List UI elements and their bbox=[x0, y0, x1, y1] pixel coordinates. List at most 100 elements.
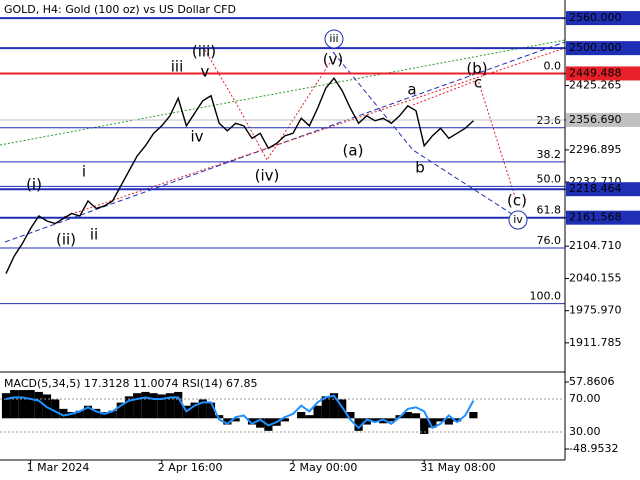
macd-bar bbox=[157, 394, 166, 419]
macd-bar bbox=[133, 393, 142, 419]
macd-bar bbox=[321, 396, 330, 419]
macd-bar bbox=[305, 415, 314, 419]
y-tick-label: 1975.970 bbox=[569, 304, 622, 317]
wave-label: (ii) bbox=[56, 231, 76, 249]
price-line bbox=[5, 77, 474, 274]
macd-bar bbox=[26, 390, 35, 419]
wave-label: ii bbox=[90, 226, 98, 244]
macd-bar bbox=[452, 418, 462, 422]
macd-bar bbox=[206, 402, 216, 419]
y-tick-label: 2500.000 bbox=[569, 41, 622, 54]
macd-bar bbox=[34, 391, 43, 419]
macd-bar bbox=[420, 418, 429, 434]
y-tick-label: 2356.690 bbox=[569, 113, 622, 126]
macd-bar bbox=[1, 393, 11, 419]
macd-bar bbox=[149, 393, 158, 419]
wave-label: c bbox=[474, 74, 482, 92]
wave-label: (iii) bbox=[192, 43, 216, 61]
wave-label: b bbox=[415, 159, 425, 177]
wave-label: iv bbox=[513, 213, 523, 226]
wave-label: iv bbox=[190, 128, 203, 146]
chart-title: GOLD, H4: Gold (100 oz) vs US Dollar CFD bbox=[4, 3, 236, 16]
wave-label: i bbox=[82, 163, 86, 181]
price-box bbox=[566, 66, 640, 81]
macd-bar bbox=[247, 418, 257, 425]
macd-bar bbox=[18, 390, 27, 419]
y-tick-label: 2449.488 bbox=[569, 66, 622, 79]
macd-bar bbox=[411, 413, 421, 419]
macd-bar bbox=[436, 418, 445, 422]
price-box bbox=[566, 112, 640, 127]
macd-name: MACD(5,34,5) bbox=[4, 377, 81, 390]
y-tick-label: 2560.000 bbox=[569, 11, 622, 24]
macd-bar bbox=[174, 391, 183, 419]
macd-bar bbox=[92, 408, 101, 419]
macd-bar bbox=[116, 402, 125, 419]
y-tick-label: 2425.265 bbox=[569, 79, 622, 92]
fib-label: 38.2 bbox=[537, 148, 562, 161]
macd-bar bbox=[256, 418, 265, 428]
macd-bar bbox=[190, 402, 199, 419]
macd-bar bbox=[67, 412, 76, 419]
price-box bbox=[566, 41, 640, 56]
macd-bar bbox=[51, 399, 60, 419]
wave-label: iii bbox=[329, 32, 338, 45]
macd-bar bbox=[313, 405, 322, 419]
macd-bar bbox=[10, 390, 19, 419]
macd-bar bbox=[215, 415, 224, 419]
macd-bar bbox=[75, 410, 84, 419]
y-tick-label: 2296.895 bbox=[569, 143, 622, 156]
wave-label: (v) bbox=[323, 51, 344, 69]
price-box bbox=[566, 11, 640, 26]
wave-label: (c) bbox=[507, 192, 527, 210]
wave-line bbox=[204, 49, 334, 161]
rsi-name: RSI(14) bbox=[182, 377, 222, 390]
y-tick-label: 1911.785 bbox=[569, 336, 622, 349]
price-box bbox=[566, 210, 640, 225]
macd-main: 17.3128 bbox=[84, 377, 130, 390]
y-tick-label: 2040.155 bbox=[569, 272, 622, 285]
wave-label: v bbox=[201, 63, 210, 81]
wave-label: (a) bbox=[343, 142, 364, 160]
y-tick-label: 70.00 bbox=[569, 392, 601, 405]
macd-bar bbox=[280, 418, 289, 422]
macd-bar bbox=[346, 412, 355, 419]
macd-bar bbox=[469, 412, 478, 419]
forecast-line bbox=[412, 79, 517, 201]
macd-bar bbox=[428, 418, 437, 428]
macd-bar bbox=[198, 399, 207, 419]
macd-bar bbox=[403, 412, 412, 419]
wave-label: a bbox=[407, 81, 416, 99]
fib-label: 0.0 bbox=[544, 59, 562, 72]
macd-bar bbox=[370, 418, 380, 422]
rsi-value: 67.85 bbox=[226, 377, 258, 390]
fib-label: 100.0 bbox=[530, 290, 562, 303]
fib-label: 76.0 bbox=[537, 234, 562, 247]
y-tick-label: 2161.568 bbox=[569, 211, 622, 224]
macd-bar bbox=[165, 393, 175, 419]
macd-bar bbox=[444, 418, 453, 425]
forecast-line bbox=[332, 51, 519, 219]
indicator-title: MACD(5,34,5) 17.3128 11.0074 RSI(14) 67.… bbox=[4, 377, 258, 390]
macd-bar bbox=[362, 418, 371, 425]
y-tick-label: 2104.710 bbox=[569, 239, 622, 252]
macd-bar bbox=[297, 412, 306, 419]
macd-bar bbox=[329, 393, 339, 419]
macd-bar bbox=[83, 405, 93, 419]
wave-label: (b) bbox=[466, 60, 487, 78]
macd-bar bbox=[354, 418, 363, 431]
wave-circle bbox=[508, 210, 528, 230]
wave-circle bbox=[324, 29, 344, 49]
macd-bar bbox=[108, 410, 117, 419]
macd-bar bbox=[59, 408, 68, 419]
macd-bar bbox=[124, 396, 134, 419]
x-tick-label: 1 Mar 2024 bbox=[27, 461, 90, 474]
rsi-line bbox=[5, 394, 475, 430]
macd-signal: 11.0074 bbox=[133, 377, 179, 390]
x-tick-label: 2 Apr 16:00 bbox=[158, 461, 223, 474]
wave-label: (iv) bbox=[255, 167, 280, 185]
fib-label: 61.8 bbox=[537, 204, 562, 217]
macd-bar bbox=[231, 418, 240, 422]
y-tick-label: 2218.464 bbox=[569, 182, 622, 195]
fib-label: 50.0 bbox=[537, 172, 562, 185]
